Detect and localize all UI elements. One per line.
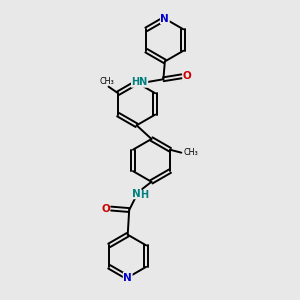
- Text: N: N: [123, 272, 132, 283]
- Text: O: O: [101, 204, 110, 214]
- Text: O: O: [183, 71, 191, 81]
- Text: N: N: [160, 14, 169, 24]
- Text: HN: HN: [131, 77, 148, 87]
- Text: H: H: [141, 190, 149, 200]
- Text: CH₃: CH₃: [184, 148, 198, 157]
- Text: CH₃: CH₃: [99, 77, 114, 86]
- Text: N: N: [132, 189, 141, 199]
